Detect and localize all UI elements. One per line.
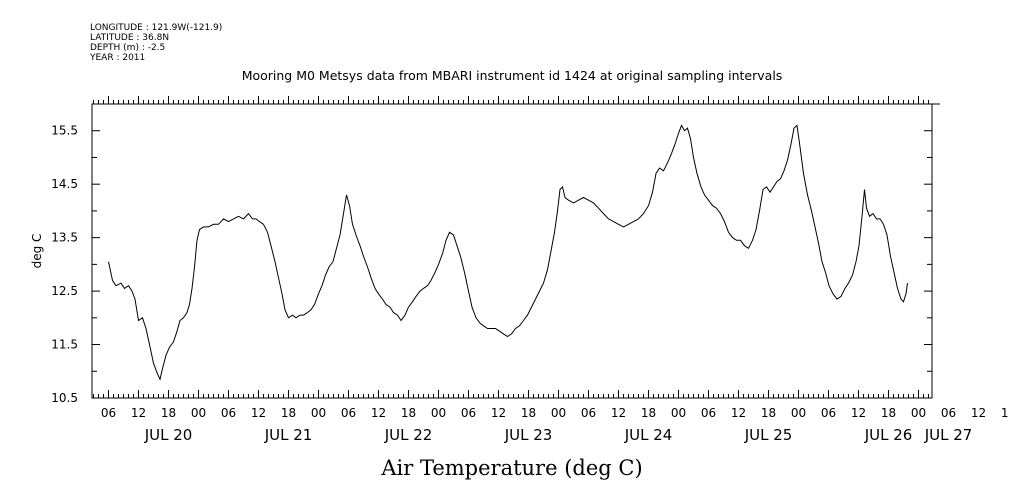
- axis-ticks: [92, 96, 940, 399]
- x-hour-label: 06: [701, 406, 716, 420]
- x-hour-label: 12: [251, 406, 266, 420]
- x-day-label: JUL 20: [144, 426, 193, 444]
- y-tick-label: 11.5: [51, 338, 78, 352]
- x-hour-labels: 06 12 18 00 06 12 18 00 06 12 18 00 06 12 18 00 06 12 18 00…: [101, 406, 1009, 420]
- x-hour-label: 00: [191, 406, 206, 420]
- x-day-labels: JUL 20 JUL 21 JUL 22 JUL 23 JUL 24 JUL 25 JUL …: [144, 426, 973, 444]
- x-hour-label: 12: [131, 406, 146, 420]
- x-hour-label: 00: [311, 406, 326, 420]
- x-hour-label: 06: [341, 406, 356, 420]
- y-tick-label: 10.5: [51, 391, 78, 405]
- x-hour-label: 00: [791, 406, 806, 420]
- metadata-header: LONGITUDE : 121.9W(-121.9) LATITUDE : 36…: [89, 23, 222, 63]
- x-day-label: JUL 24: [624, 426, 673, 444]
- x-hour-label: 12: [491, 406, 506, 420]
- series-line: [108, 124, 908, 381]
- x-hour-label: 18: [401, 406, 416, 420]
- x-hour-label: 06: [821, 406, 836, 420]
- x-day-label: JUL 25: [744, 426, 793, 444]
- x-hour-label: 12: [731, 406, 746, 420]
- y-tick-labels: 10.5 11.5 12.5 13.5 14.5 15.5: [51, 124, 78, 405]
- y-tick-label: 15.5: [51, 124, 78, 138]
- x-day-label: JUL 22: [384, 426, 433, 444]
- y-tick-label: 14.5: [51, 177, 78, 191]
- x-day-label: JUL 23: [504, 426, 553, 444]
- y-tick-label: 12.5: [51, 284, 78, 298]
- x-hour-label: 12: [851, 406, 866, 420]
- chart-title: Mooring M0 Metsys data from MBARI instru…: [242, 68, 783, 83]
- x-hour-label: 12: [371, 406, 386, 420]
- x-hour-label: 12: [611, 406, 626, 420]
- y-axis-label: deg C: [30, 234, 44, 269]
- x-hour-label: 06: [101, 406, 116, 420]
- x-hour-label: 18: [161, 406, 176, 420]
- x-hour-label: 00: [911, 406, 926, 420]
- x-day-label: JUL 21: [264, 426, 313, 444]
- header-line-longitude: LONGITUDE : 121.9W(-121.9): [90, 23, 222, 33]
- x-hour-label: 18: [1001, 406, 1009, 420]
- header-line-depth: DEPTH (m) : -2.5: [90, 43, 165, 53]
- x-hour-label: 18: [281, 406, 296, 420]
- header-line-latitude: LATITUDE : 36.8N: [90, 33, 169, 43]
- x-hour-label: 18: [881, 406, 896, 420]
- x-day-label: JUL 26: [864, 426, 913, 444]
- x-hour-label: 18: [761, 406, 776, 420]
- x-hour-label: 06: [461, 406, 476, 420]
- x-axis-label: Air Temperature (deg C): [380, 456, 642, 480]
- y-tick-label: 13.5: [51, 231, 78, 245]
- x-day-label: JUL 27: [924, 426, 973, 444]
- x-hour-label: 06: [941, 406, 956, 420]
- x-hour-label: 12: [971, 406, 986, 420]
- x-hour-label: 00: [551, 406, 566, 420]
- header-line-year: YEAR : 2011: [89, 53, 145, 63]
- x-hour-label: 18: [521, 406, 536, 420]
- x-hour-label: 00: [431, 406, 446, 420]
- x-hour-label: 06: [221, 406, 236, 420]
- x-hour-label: 18: [641, 406, 656, 420]
- plot-frame: [91, 103, 933, 399]
- x-hour-label: 06: [581, 406, 596, 420]
- x-hour-label: 00: [671, 406, 686, 420]
